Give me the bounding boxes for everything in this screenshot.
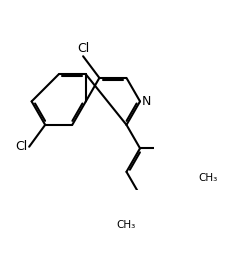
Text: Cl: Cl: [77, 42, 89, 55]
Text: CH₃: CH₃: [116, 220, 135, 230]
Text: Cl: Cl: [15, 140, 27, 153]
Text: CH₃: CH₃: [197, 173, 216, 183]
Text: N: N: [142, 95, 151, 108]
